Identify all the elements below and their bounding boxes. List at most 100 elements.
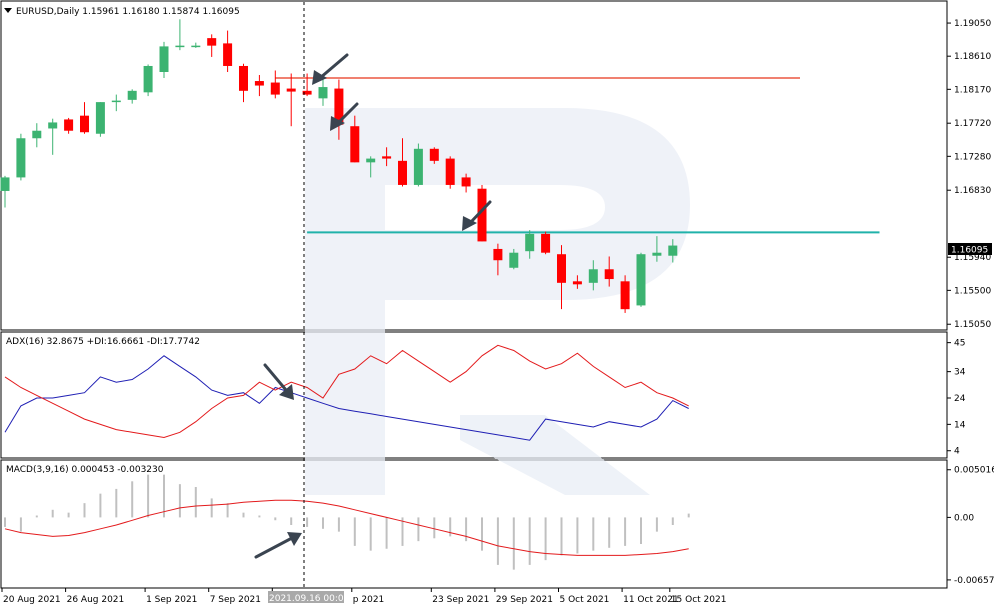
price-layer — [0, 19, 880, 313]
watermark-logo — [305, 108, 690, 495]
candle — [111, 94, 121, 112]
candle-body — [461, 177, 471, 187]
y-tick-label: 1.18610 — [954, 52, 991, 62]
x-tick-label: 7 Sep 2021 — [210, 595, 261, 605]
candle-body — [270, 82, 280, 95]
candle — [207, 34, 217, 57]
candle-body — [382, 156, 392, 159]
candle — [572, 275, 582, 289]
x-tick-label: p 2021 — [353, 595, 384, 605]
y-tick-label: 45 — [954, 339, 965, 349]
candle — [636, 252, 646, 307]
candle — [588, 260, 598, 291]
candle — [350, 115, 360, 163]
y-tick-label: 4 — [954, 447, 960, 457]
x-tick-label: 26 Aug 2021 — [67, 595, 125, 605]
candle-body — [398, 160, 407, 185]
collapse-triangle-icon[interactable] — [4, 8, 12, 13]
axis-layer: 1.19050 1.18610 1.18170 1.17720 1.17280 1.168… — [1, 19, 994, 605]
macd-signal-line — [4, 499, 689, 556]
candle-body — [604, 269, 614, 280]
arrow-icon — [312, 53, 349, 85]
x-tick-label: 23 Sep 2021 — [432, 595, 489, 605]
cursor-time-label: 2021.09.16 00:00 — [269, 594, 350, 604]
candle — [413, 143, 423, 187]
candle-body — [588, 269, 598, 283]
candle-body — [48, 122, 58, 129]
candle — [286, 73, 296, 127]
candle-body — [557, 254, 566, 283]
candle-body — [652, 252, 662, 256]
candle — [270, 70, 280, 99]
candle-body — [509, 252, 519, 268]
candle-body — [0, 177, 10, 191]
candle-body — [191, 45, 201, 48]
candle — [95, 102, 105, 137]
y-tick-label: 1.16830 — [954, 186, 991, 196]
candle — [429, 147, 439, 164]
candle — [175, 19, 185, 51]
candle — [64, 117, 74, 134]
plus-di-line — [4, 355, 689, 441]
candle-body — [445, 158, 455, 185]
candle-body — [493, 248, 503, 261]
candle — [620, 275, 630, 313]
annotation-arrows — [254, 53, 492, 559]
candle — [223, 30, 233, 72]
arrow-icon — [330, 102, 359, 131]
y-tick-label: 34 — [954, 368, 966, 378]
candle — [191, 42, 201, 48]
y-tick-label: 1.19050 — [954, 19, 991, 29]
candle — [509, 248, 519, 270]
candle-body — [620, 281, 630, 310]
y-tick-label: -0.006579 — [954, 576, 994, 586]
x-tick-label: 11 Oct 2021 — [623, 595, 679, 605]
y-tick-label: 24 — [954, 394, 966, 404]
y-tick-label: 1.17280 — [954, 152, 991, 162]
adx-layer — [4, 344, 689, 441]
candle-body — [572, 281, 582, 285]
candle — [239, 63, 248, 103]
arrow-icon — [462, 200, 492, 231]
y-tick-label: 1.17720 — [954, 119, 991, 129]
candle — [318, 75, 328, 106]
minus-di-line — [4, 344, 689, 439]
candle-body — [286, 88, 296, 92]
candle — [0, 175, 10, 208]
candle — [668, 239, 678, 263]
candle-body — [159, 46, 169, 72]
candle-body — [477, 188, 487, 242]
candle-body — [334, 88, 344, 125]
candle — [493, 243, 503, 276]
candle — [398, 138, 407, 187]
candle — [127, 89, 137, 104]
candle-body — [207, 38, 217, 46]
candle — [477, 184, 487, 242]
candle-body — [127, 90, 137, 100]
candle — [445, 156, 455, 189]
macd-layer — [4, 474, 690, 570]
x-tick-label: 15 Oct 2021 — [671, 595, 727, 605]
current-price-tag — [948, 243, 992, 255]
arrow-icon — [263, 363, 294, 400]
candle-body — [254, 81, 264, 86]
candle — [604, 256, 614, 287]
macd-title: MACD(3,9,16) 0.000453 -0.003230 — [6, 465, 164, 475]
current-price-label: 1.16095 — [951, 246, 988, 256]
macd-panel[interactable] — [0, 459, 948, 589]
candle — [143, 64, 153, 97]
candle — [557, 245, 566, 310]
candle-body — [111, 100, 121, 103]
candle-body — [64, 119, 74, 131]
candle — [254, 75, 264, 97]
x-tick-label: 29 Sep 2021 — [496, 595, 553, 605]
candle-body — [80, 115, 89, 133]
x-tick-label: 5 Oct 2021 — [560, 595, 610, 605]
cursor-time-tag — [268, 591, 344, 603]
arrow-icon — [254, 532, 302, 559]
candle-body — [413, 148, 423, 185]
candle — [32, 123, 42, 148]
candle — [48, 118, 58, 155]
candle — [382, 147, 392, 167]
